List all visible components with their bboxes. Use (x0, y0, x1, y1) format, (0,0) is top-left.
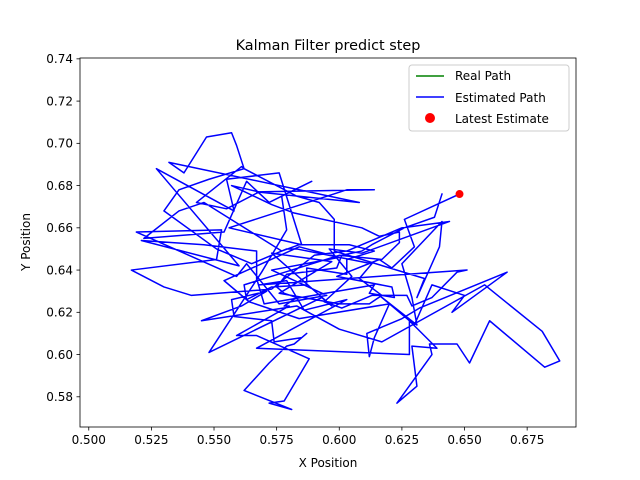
y-tick-label: 0.72 (46, 94, 73, 108)
legend-label-real-path: Real Path (455, 69, 511, 83)
legend-label-latest-estimate: Latest Estimate (455, 112, 549, 126)
series-line-estimated-path (130, 132, 561, 411)
y-tick-label: 0.74 (46, 52, 73, 66)
x-tick-label: 0.550 (197, 433, 231, 447)
x-tick-label: 0.500 (72, 433, 106, 447)
y-axis-ticks: 0.58 0.60 0.62 0.64 0.66 0.68 0.70 0.72 0.74 (46, 52, 80, 404)
x-tick-label: 0.575 (259, 433, 293, 447)
x-tick-label: 0.625 (385, 433, 419, 447)
x-tick-label: 0.525 (134, 433, 168, 447)
legend: Real Path Estimated Path Latest Estimate (408, 64, 570, 132)
x-axis-label: X Position (299, 456, 358, 470)
y-tick-label: 0.64 (46, 263, 73, 277)
plot-content (130, 132, 561, 411)
data-point-latest-estimate (455, 190, 464, 199)
y-tick-label: 0.58 (46, 390, 73, 404)
legend-box (408, 64, 570, 132)
y-tick-label: 0.62 (46, 306, 73, 320)
x-tick-label: 0.675 (510, 433, 544, 447)
x-axis-ticks: 0.500 0.525 0.550 0.575 0.600 0.625 0.650 0.675 (72, 427, 544, 447)
y-tick-label: 0.66 (46, 221, 73, 235)
y-tick-label: 0.60 (46, 348, 73, 362)
legend-marker-latest-estimate (425, 113, 435, 123)
chart-title: Kalman Filter predict step (236, 38, 421, 54)
y-axis-label: Y Position (19, 213, 33, 272)
plot-frame (79, 57, 577, 428)
y-tick-label: 0.70 (46, 137, 73, 151)
x-tick-label: 0.650 (447, 433, 481, 447)
x-tick-label: 0.600 (322, 433, 356, 447)
y-tick-label: 0.68 (46, 179, 73, 193)
legend-label-estimated-path: Estimated Path (455, 91, 546, 105)
